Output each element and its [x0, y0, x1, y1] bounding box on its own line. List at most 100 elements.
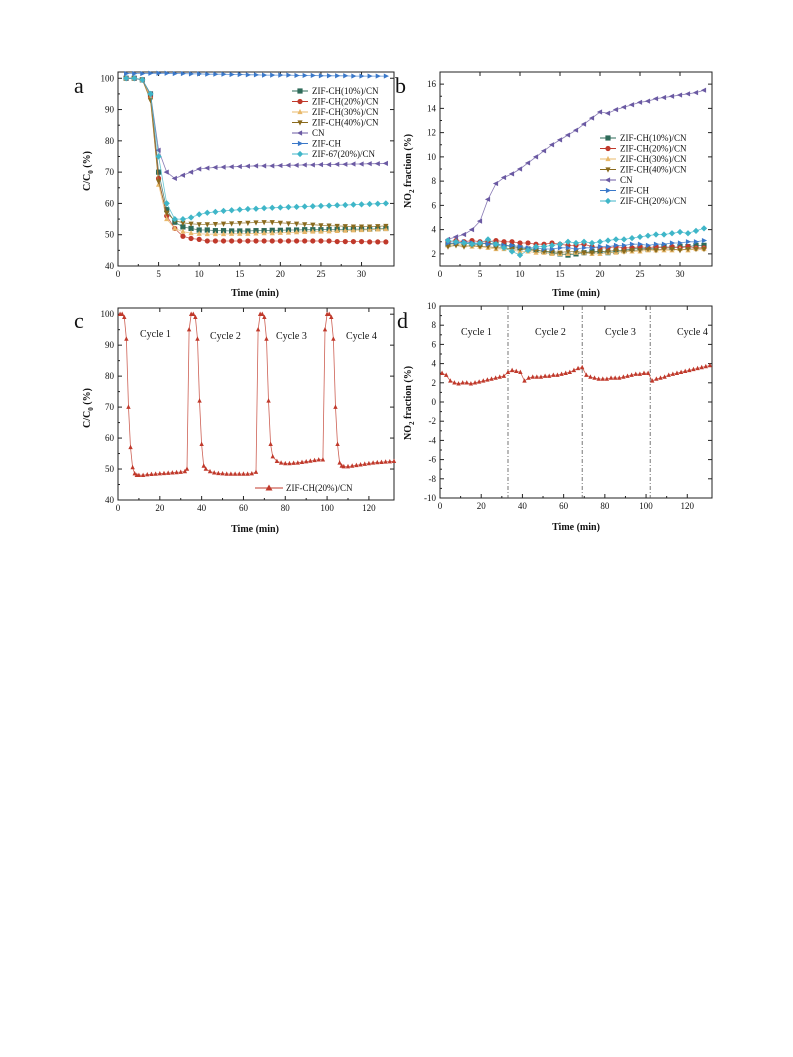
data-point [345, 463, 351, 469]
data-point [596, 238, 604, 245]
data-point [334, 238, 340, 245]
legend-label: ZIF-CH(40%)/CN [620, 165, 687, 175]
legend-label: ZIF-CH [312, 139, 342, 149]
data-point [564, 238, 572, 245]
data-point [253, 469, 259, 474]
legend-marker [297, 108, 303, 115]
data-point [693, 246, 699, 253]
ylabel-c: C/C0 (%) [82, 388, 95, 428]
data-point [685, 246, 691, 253]
data-point [493, 245, 499, 251]
data-point [379, 459, 384, 464]
data-point [171, 175, 177, 181]
data-point [548, 242, 556, 249]
data-point [605, 249, 611, 255]
data-point [620, 104, 627, 110]
data-point [695, 365, 700, 371]
data-point [508, 171, 515, 177]
data-point [333, 404, 338, 409]
data-point [262, 72, 268, 78]
data-point [294, 72, 300, 79]
data-point [334, 202, 341, 209]
data-point [303, 458, 309, 464]
data-point [612, 106, 619, 113]
data-point [178, 469, 183, 474]
data-point [375, 73, 381, 79]
data-point [501, 239, 507, 245]
data-point [301, 203, 308, 210]
data-point [286, 72, 292, 78]
data-point [460, 239, 468, 247]
x-tick-label: 100 [320, 503, 334, 513]
data-point [269, 238, 275, 244]
data-point [589, 245, 596, 251]
series-CN [444, 87, 707, 242]
legend-label: ZIF-CH(40%)/CN [312, 118, 379, 128]
data-point [188, 235, 194, 242]
data-point [342, 238, 348, 245]
data-point [650, 378, 655, 383]
ylabel-a: C/C0 (%) [82, 151, 95, 191]
data-point [245, 471, 250, 476]
data-point [383, 459, 388, 464]
data-point [285, 221, 292, 227]
data-point [628, 102, 635, 108]
data-point [237, 230, 243, 236]
data-point [122, 314, 127, 320]
y-tick-label: 10 [427, 301, 437, 311]
legend-b: ZIF-CH(10%)/CNZIF-CH(20%)/CNZIF-CH(30%)/… [600, 133, 687, 206]
legend-marker [297, 88, 303, 94]
data-point [514, 368, 519, 374]
data-point [668, 93, 675, 99]
x-tick-label: 120 [681, 501, 695, 511]
data-point [516, 251, 524, 259]
data-point [588, 374, 593, 379]
data-point [387, 458, 393, 464]
data-point [669, 240, 676, 246]
data-point [179, 172, 186, 178]
data-point [683, 368, 688, 374]
data-point [645, 242, 652, 248]
data-point [349, 463, 355, 468]
y-tick-label: 90 [105, 340, 115, 350]
legend-label: ZIF-CH(20%)/CN [312, 97, 379, 107]
data-point [579, 364, 585, 370]
data-point [658, 375, 663, 380]
data-point [204, 165, 210, 171]
xlabel-b: Time (min) [552, 288, 600, 299]
data-point [383, 223, 389, 230]
cycle-4-label-c: Cycle 4 [346, 331, 377, 342]
panel-letter-b: b [395, 73, 406, 98]
data-point [253, 238, 259, 244]
plot-frame [117, 307, 395, 501]
data-point [358, 161, 364, 167]
data-point [557, 250, 563, 256]
data-point [329, 314, 334, 320]
data-point [621, 242, 628, 248]
data-point [678, 369, 684, 374]
data-point [367, 224, 373, 230]
data-point [253, 230, 259, 236]
data-point [489, 376, 494, 381]
y-tick-label: 100 [101, 73, 115, 83]
data-point [464, 380, 469, 385]
x-tick-label: 0 [438, 269, 443, 279]
y-tick-label: -8 [429, 474, 437, 484]
data-point [197, 398, 202, 403]
data-point [220, 207, 227, 215]
data-point [692, 227, 700, 234]
data-point [505, 369, 511, 374]
data-point [485, 377, 490, 382]
data-point [212, 230, 219, 237]
data-point [325, 162, 332, 168]
data-point [212, 228, 219, 234]
data-point [244, 163, 250, 169]
xlabel-a: Time (min) [231, 288, 279, 299]
chart-panel-a: 0 5 10 15 20 25 30 40 50 60 70 80 90 100 ZIF-CH(10%)/C… [101, 70, 395, 279]
data-point [309, 203, 316, 210]
legend-label: ZIF-CH(30%)/CN [312, 107, 379, 117]
data-point [617, 375, 622, 380]
data-point [456, 381, 461, 386]
data-point [188, 225, 194, 232]
